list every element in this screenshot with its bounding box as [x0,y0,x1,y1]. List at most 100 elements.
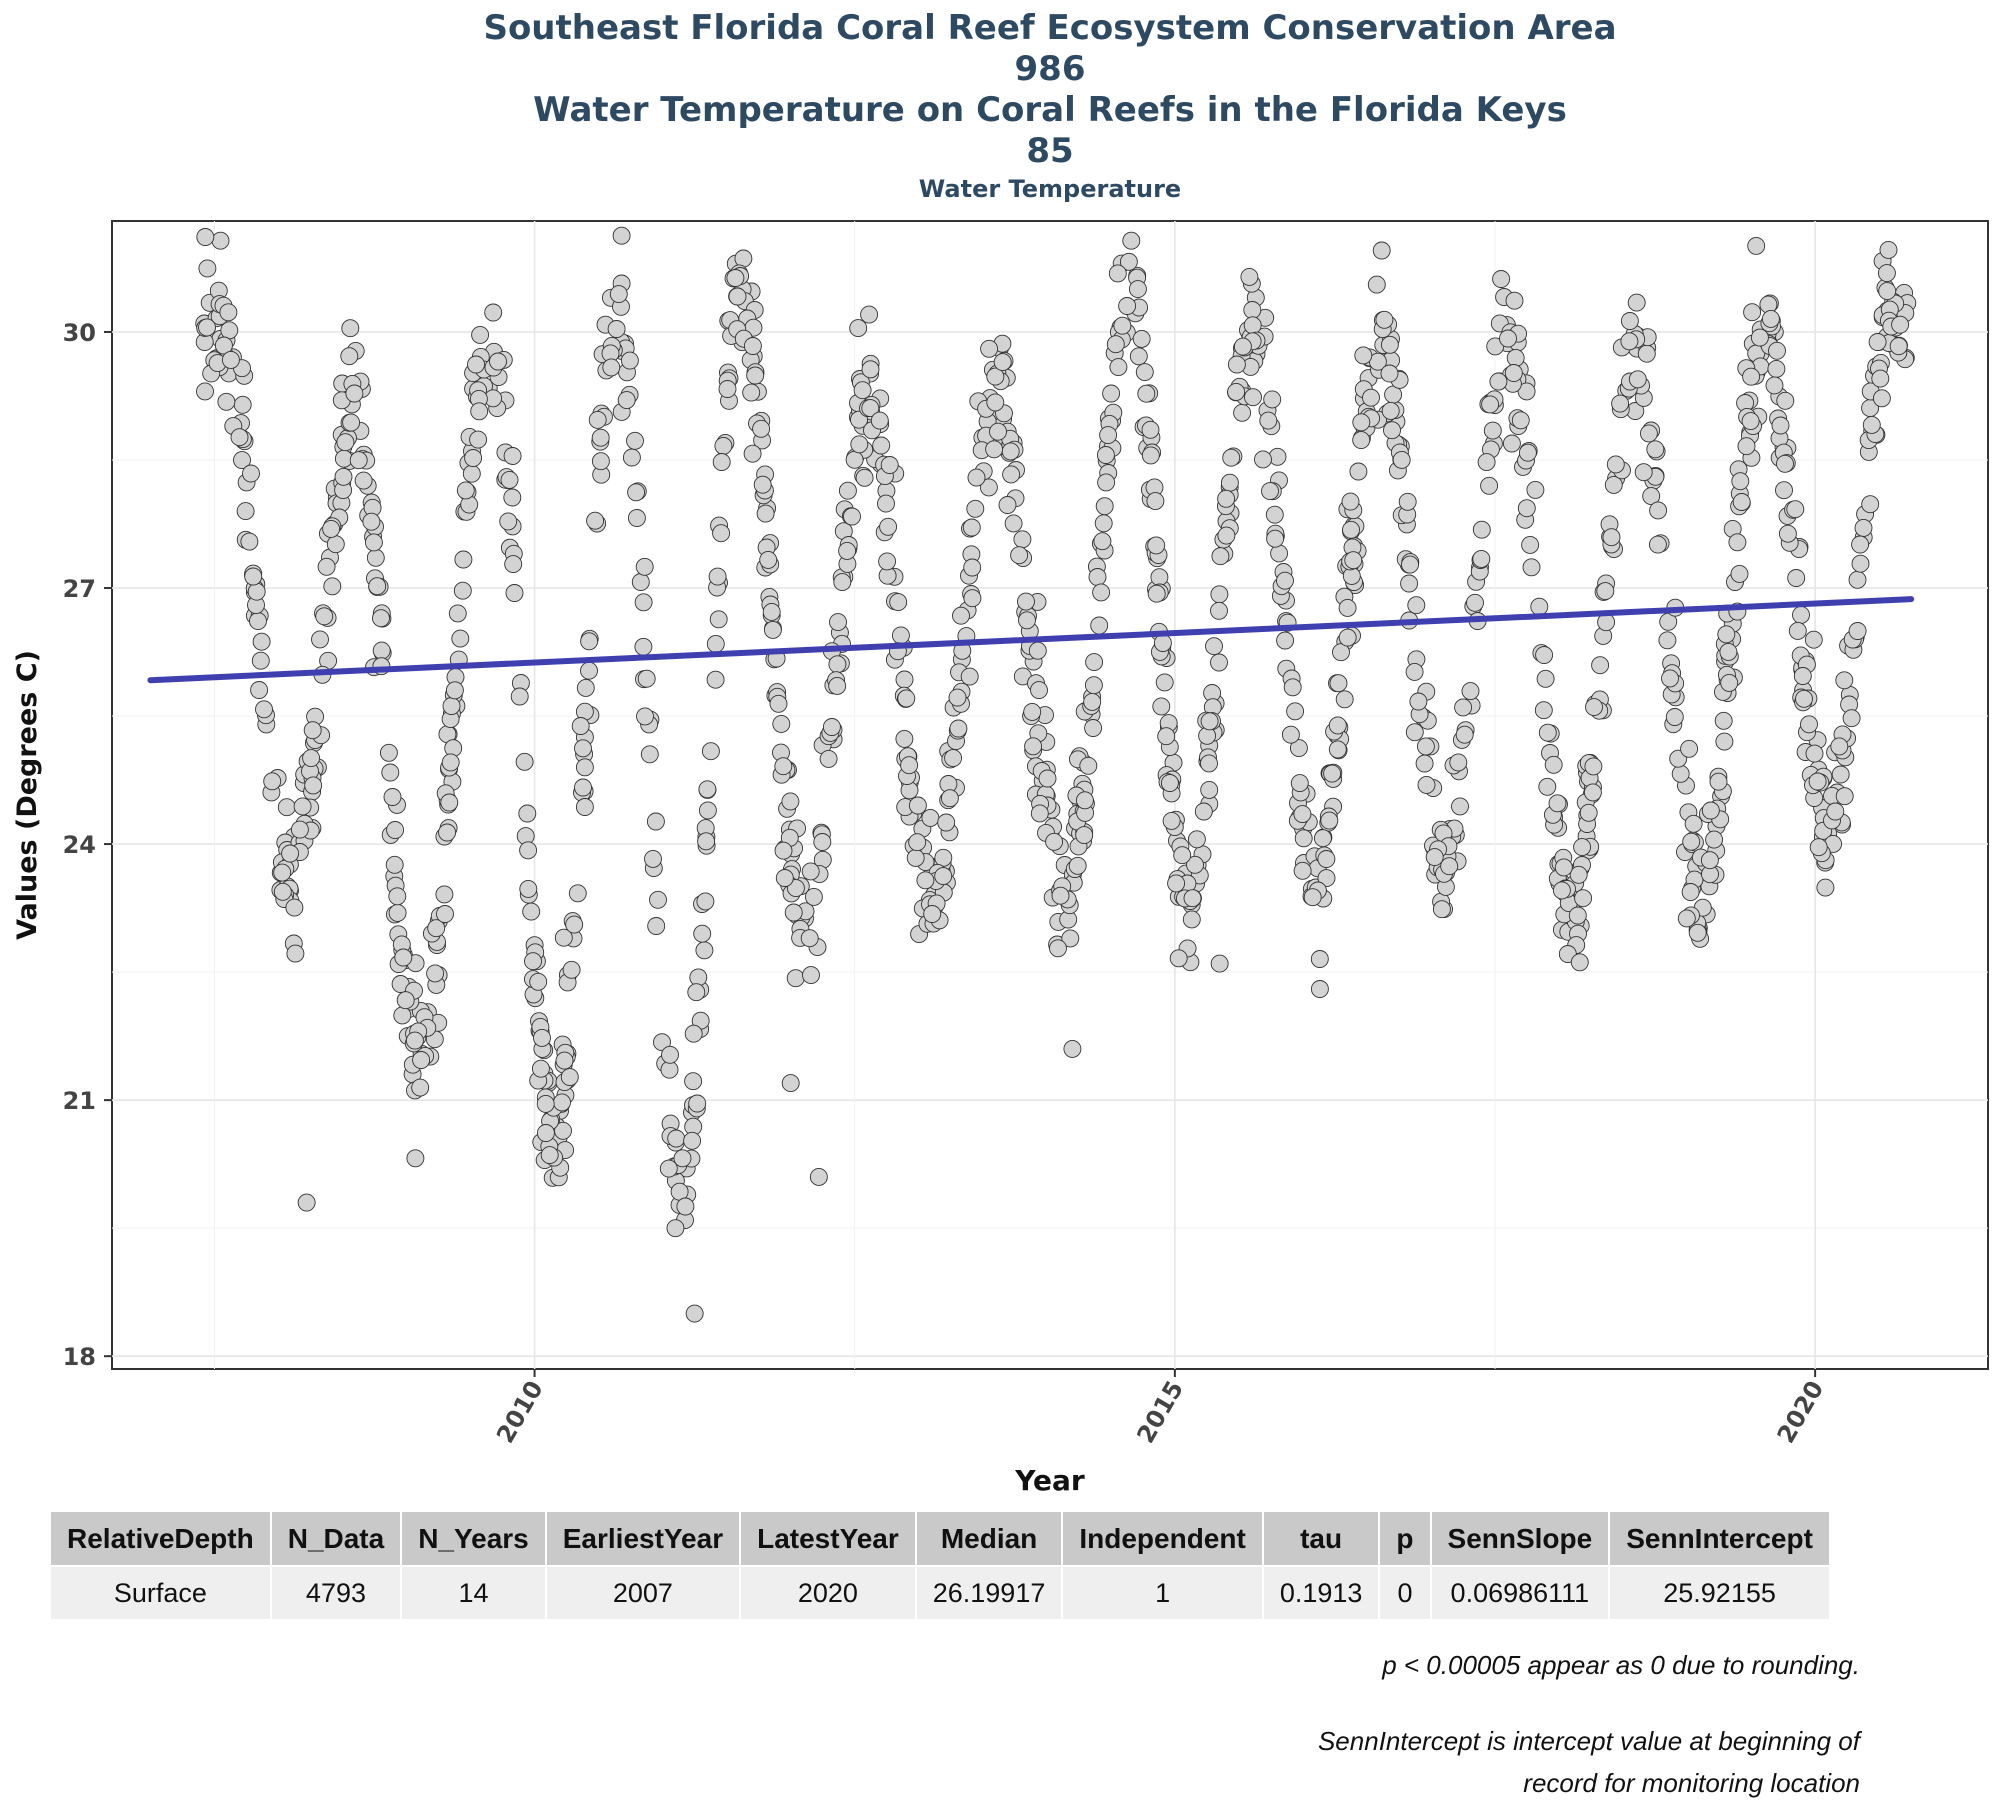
data-point [1266,529,1285,548]
data-point [1310,950,1329,968]
data-point [1342,520,1360,539]
data-point [609,285,628,304]
data-point [1217,526,1236,545]
data-point [1259,411,1278,430]
data-point [872,436,891,455]
data-point [1085,653,1104,672]
data-point [1492,270,1511,288]
data-point [1816,878,1835,897]
data-point [1809,838,1828,857]
data-point [1795,689,1813,708]
intercept-note: SennIntercept is intercept value at begi… [1200,1720,1860,1804]
data-point [1338,628,1357,647]
data-point [989,422,1007,441]
data-point [405,1031,424,1050]
data-point [706,634,725,653]
data-point [916,871,935,890]
table-cell-relativedepth: Surface [51,1565,272,1619]
data-point [1010,546,1029,565]
data-point [453,581,472,600]
data-point [1217,489,1236,508]
data-point [1544,755,1563,774]
data-point [1682,832,1701,851]
data-point [1075,826,1094,845]
data-point [242,464,260,483]
title-line-1: Southeast Florida Coral Reef Ecosystem C… [483,8,1617,48]
data-point [985,440,1004,459]
data-point [1417,775,1436,794]
data-point [524,952,542,971]
data-point [1276,631,1295,650]
data-point [653,1033,671,1052]
data-point [1182,910,1201,929]
data-point [1848,622,1867,640]
table-header-sennslope: SennSlope [1430,1512,1611,1566]
data-point [1317,869,1336,888]
data-point [1677,909,1696,928]
data-point [1518,443,1537,462]
data-point [689,968,708,987]
data-point [1367,275,1386,294]
data-point [1118,297,1137,315]
data-point [829,613,847,632]
data-point [1800,715,1818,734]
data-point [746,366,765,385]
data-point [427,919,446,938]
data-point [1743,303,1762,322]
data-point [362,512,381,531]
data-point [1352,413,1371,432]
data-point [850,435,869,454]
data-point [1505,291,1524,310]
data-point [499,512,518,531]
data-point [772,714,791,733]
data-point [1211,547,1230,566]
data-point [860,305,879,324]
data-point [1405,723,1424,742]
data-point [626,431,644,450]
data-point [1186,855,1204,874]
data-point [489,352,507,371]
data-point [627,509,646,527]
data-point [412,1051,431,1069]
data-point [649,890,667,909]
data-point [804,887,823,906]
data-point [728,287,747,306]
data-point [440,793,459,812]
data-point [1018,611,1036,630]
data-point [743,444,762,463]
data-point [1877,264,1896,283]
data-point [1538,723,1557,742]
data-point [980,339,999,358]
data-point [519,841,538,860]
data-point [1538,777,1557,796]
data-point [698,780,717,799]
x-tick-label: 2010 [491,1376,549,1448]
data-point [379,743,398,762]
data-point [1002,465,1021,484]
data-point [1210,954,1229,973]
data-point [1620,332,1639,351]
data-point [714,436,733,455]
data-point [1200,780,1219,799]
data-point [774,841,793,860]
data-point [1317,850,1336,868]
data-point [575,798,594,816]
data-point [853,381,872,400]
y-axis-label: Values (Degrees C) [12,650,43,940]
data-point [906,848,925,867]
data-point [1109,358,1128,377]
data-point [1534,701,1553,720]
table-header-median: Median [915,1512,1064,1566]
data-point [620,351,639,370]
data-point [612,226,631,245]
data-point [701,742,720,761]
data-point [637,669,656,688]
data-point [986,393,1005,412]
data-point [247,582,266,601]
stats-table: RelativeDepth N_Data N_Years EarliestYear La… [51,1512,1831,1619]
data-point [1511,411,1530,430]
data-point [962,518,981,537]
data-point [602,358,621,377]
data-point [323,577,342,596]
data-point [1454,698,1473,717]
